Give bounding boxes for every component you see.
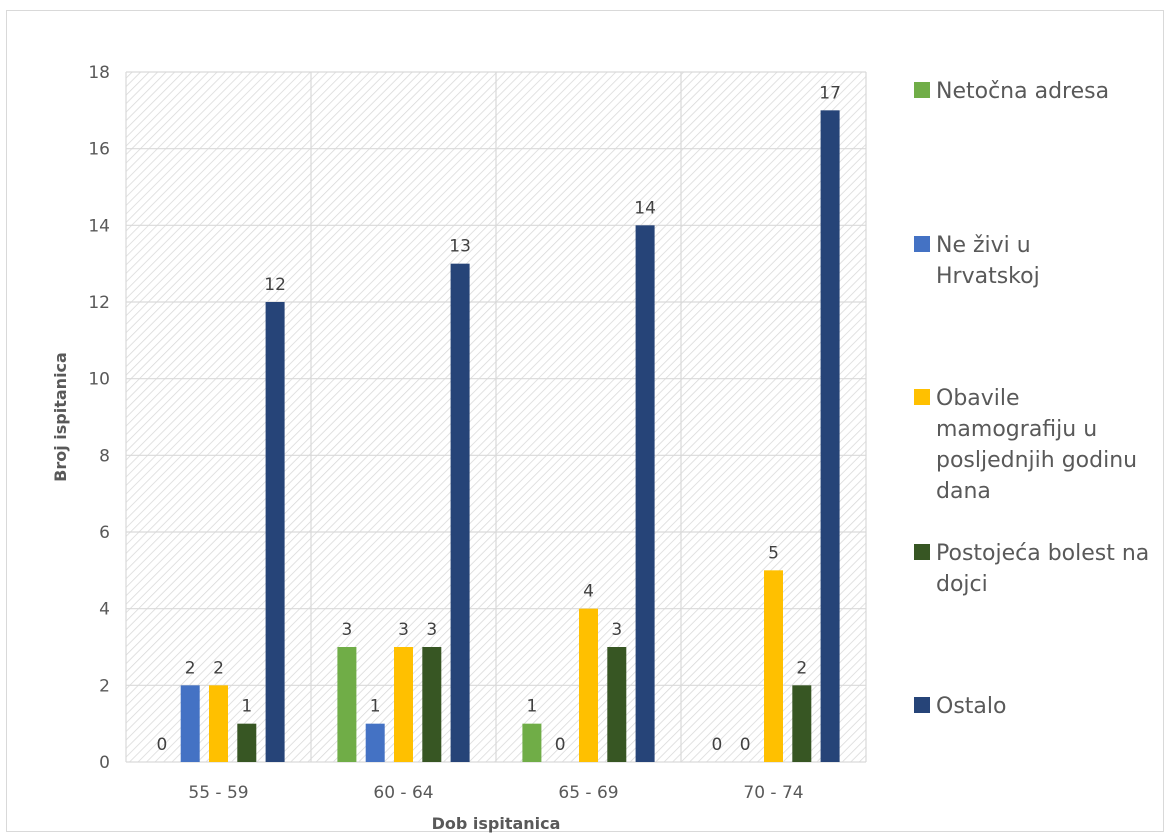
bar [422, 647, 442, 762]
gridlines [125, 71, 867, 763]
bar [337, 647, 357, 762]
data-label: 5 [768, 543, 779, 563]
data-label: 2 [796, 658, 807, 678]
y-tick-label: 0 [99, 753, 110, 773]
data-label: 3 [341, 620, 352, 640]
x-tick-label: 65 - 69 [558, 783, 618, 803]
y-tick-label: 8 [99, 446, 110, 466]
legend-item-obavile-mamografiju: Obavile mamografiju u posljednjih godinu… [914, 383, 1151, 507]
legend-item-netocna-adresa: Netočna adresa [914, 76, 1158, 107]
legend-label: Netočna adresa [936, 79, 1110, 104]
bar [180, 685, 200, 762]
bar [792, 685, 812, 762]
data-label: 0 [740, 735, 751, 755]
data-label: 0 [555, 735, 566, 755]
x-tick-label: 60 - 64 [373, 783, 433, 803]
legend-label: Ne živi u Hrvatskoj [936, 233, 1040, 289]
data-label: 3 [611, 620, 622, 640]
data-label: 2 [185, 658, 196, 678]
data-label: 1 [526, 697, 537, 717]
x-tick-label: 55 - 59 [188, 783, 248, 803]
y-tick-label: 14 [88, 216, 110, 236]
legend-item-ne-zivi-u-hrvatskoj: Ne živi u Hrvatskoj [914, 230, 1086, 292]
bar [394, 647, 413, 762]
bar [265, 302, 285, 762]
data-label: 3 [398, 620, 409, 640]
data-label: 1 [241, 697, 252, 717]
legend-label: Ostalo [936, 694, 1007, 719]
bar [764, 570, 783, 762]
x-tick-label: 70 - 74 [743, 783, 803, 803]
legend-swatch [914, 82, 930, 98]
legend-swatch [914, 544, 930, 560]
y-tick-label: 18 [88, 63, 110, 83]
bar [522, 723, 542, 762]
data-label: 17 [819, 83, 841, 103]
bar [820, 110, 840, 763]
legend-label: Obavile mamografiju u posljednjih godinu… [936, 386, 1138, 504]
bar [209, 685, 228, 762]
y-tick-label: 12 [88, 293, 110, 313]
y-axis-ticks: 0 2 4 6 8 10 12 14 16 18 [88, 63, 110, 773]
data-label: 2 [213, 658, 224, 678]
bar [237, 723, 257, 762]
y-tick-label: 16 [88, 140, 110, 160]
y-tick-label: 10 [88, 370, 110, 390]
bar [635, 225, 655, 763]
legend-swatch [914, 697, 930, 713]
bars [180, 110, 840, 763]
legend-swatch [914, 389, 930, 405]
data-label: 1 [370, 697, 381, 717]
bar [579, 608, 598, 762]
bar [450, 263, 470, 762]
legend-label: Postojeća bolest na dojci [936, 541, 1150, 597]
data-label: 13 [449, 237, 471, 257]
data-label: 0 [156, 735, 167, 755]
data-label: 3 [426, 620, 437, 640]
legend-item-ostalo: Ostalo [914, 691, 1158, 722]
data-label: 0 [711, 735, 722, 755]
bar [365, 723, 385, 762]
bar [607, 647, 627, 762]
y-tick-label: 4 [99, 600, 110, 620]
legend-item-postojeca-bolest: Postojeća bolest na dojci [914, 538, 1158, 600]
y-tick-label: 2 [99, 676, 110, 696]
y-tick-label: 6 [99, 523, 110, 543]
data-label: 14 [634, 198, 656, 218]
y-axis-title: Broj ispitanica [51, 352, 70, 482]
x-axis-title: Dob ispitanica [432, 814, 561, 833]
x-axis-ticks: 55 - 59 60 - 64 65 - 69 70 - 74 [188, 783, 803, 803]
data-label: 4 [583, 582, 594, 602]
legend-swatch [914, 236, 930, 252]
data-label: 12 [264, 275, 286, 295]
